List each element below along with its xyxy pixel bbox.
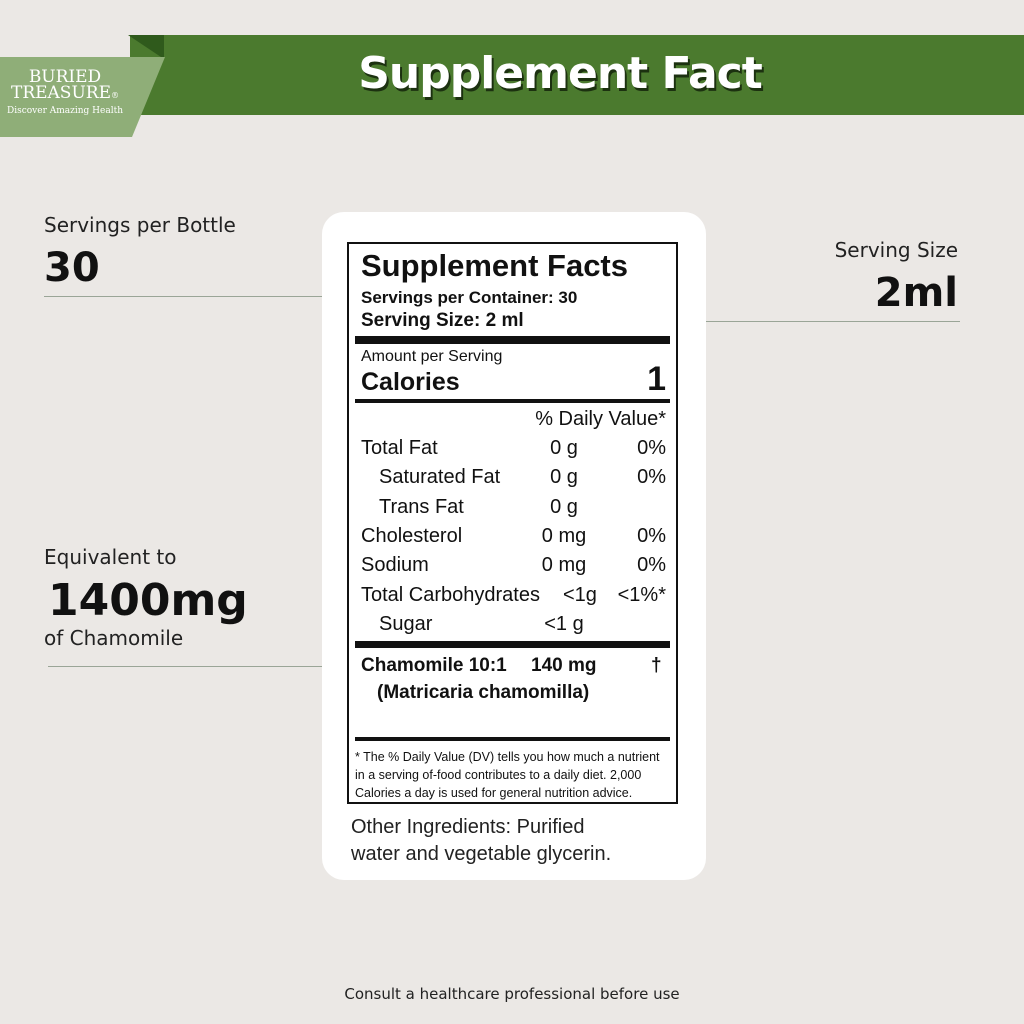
nutrient-name: Sugar	[379, 612, 433, 635]
nutrient-name: Saturated Fat	[379, 466, 501, 489]
equivalent-line	[48, 666, 354, 667]
logo-line1: BURIED	[28, 67, 102, 87]
other-ingredients: Other Ingredients: Purified water and ve…	[351, 814, 611, 868]
serving-size: Serving Size: 2 ml	[361, 310, 524, 331]
nutrient-name: Total Fat	[361, 437, 438, 459]
nutrient-dv: 0%	[637, 524, 666, 547]
dv-header: % Daily Value*	[535, 408, 666, 430]
equivalent-label: Equivalent to	[44, 545, 177, 569]
nutrient-amount: 0 g	[550, 466, 578, 489]
servings-label: Servings per Bottle	[44, 213, 236, 237]
ingredient-dv: †	[651, 655, 662, 676]
label-panel	[322, 212, 706, 880]
divider-thick	[355, 641, 670, 648]
nutrient-amount: 0 g	[550, 495, 578, 518]
nutrient-amount: <1 g	[544, 612, 584, 635]
nutrient-amount: <1g	[563, 583, 597, 606]
footer-disclaimer: Consult a healthcare professional before…	[344, 985, 680, 1003]
serving-size-label: Serving Size	[834, 238, 958, 262]
nutrient-dv: <1%*	[617, 583, 666, 606]
registered-mark: ®	[111, 91, 119, 100]
servings-line	[44, 296, 346, 297]
nutrient-name: Cholesterol	[361, 524, 463, 547]
nutrient-name: Sodium	[361, 554, 429, 577]
page-title: Supplement Fact	[358, 48, 763, 99]
other-ingredients-line1: Other Ingredients: Purified	[351, 816, 585, 838]
serving-size-line	[590, 321, 960, 322]
nutrient-amount: 0 mg	[541, 524, 587, 547]
other-ingredients-line2: water and vegetable glycerin.	[351, 843, 612, 865]
nutrient-dv: 0%	[637, 554, 666, 577]
nutrient-amount: 0 g	[550, 437, 578, 459]
banner-fold	[128, 35, 164, 59]
facts-title: Supplement Facts	[361, 248, 628, 283]
nutrient-amount: 0 mg	[541, 554, 587, 577]
logo-line2-text: TREASURE	[10, 83, 111, 103]
ingredient-latin: (Matricaria chamomilla)	[377, 682, 590, 703]
ingredient-name: Chamomile 10:1	[361, 655, 507, 676]
nutrient-name: Trans Fat	[379, 495, 464, 518]
divider	[355, 737, 670, 741]
logo-tagline: Discover Amazing Health	[6, 106, 123, 116]
footnote: * The % Daily Value (DV) tells you how m…	[355, 750, 660, 800]
serving-size-value: 2ml	[874, 270, 958, 316]
equivalent-sub: of Chamomile	[44, 626, 184, 650]
nutrient-dv: 0%	[637, 437, 666, 459]
calories-value: 1	[647, 360, 666, 398]
ingredient-amount: 140 mg	[531, 655, 597, 676]
logo-line2: TREASURE®	[0, 85, 130, 104]
servings-value: 30	[44, 245, 100, 291]
nutrient-name: Total Carbohydrates	[361, 583, 540, 606]
divider	[355, 399, 670, 403]
amount-per-serving: Amount per Serving	[361, 348, 503, 365]
nutrient-dv: 0%	[637, 466, 666, 489]
brand-logo: BURIED TREASURE® Discover Amazing Health	[0, 57, 165, 137]
calories-label: Calories	[361, 368, 460, 396]
supplement-facts-label: Supplement Facts Servings per Container:…	[347, 242, 678, 804]
divider-thick	[355, 336, 670, 344]
header-banner	[130, 35, 1024, 115]
equivalent-value: 1400mg	[48, 575, 248, 626]
servings-per-container: Servings per Container: 30	[361, 288, 578, 307]
